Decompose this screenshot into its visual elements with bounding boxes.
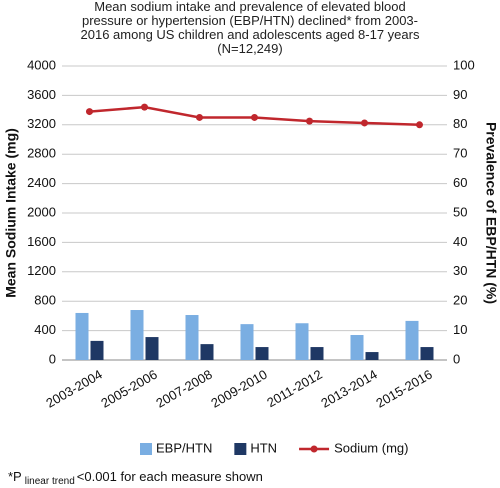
bar <box>365 352 379 360</box>
bar <box>200 344 214 360</box>
y2-tick-label: 90 <box>453 87 467 102</box>
legend-label: Sodium (mg) <box>334 440 408 455</box>
y-tick-label: 2000 <box>27 204 56 219</box>
y2-tick-label: 80 <box>453 116 467 131</box>
legend-marker <box>310 445 318 453</box>
bar <box>130 310 144 360</box>
bar <box>75 312 89 360</box>
x-tick-label: 2011-2012 <box>264 367 325 411</box>
footnote-suffix: <0.001 for each measure shown <box>77 469 263 484</box>
bar <box>185 315 199 360</box>
y2-tick-label: 100 <box>453 57 475 72</box>
y-tick-label: 400 <box>34 322 56 337</box>
x-tick-label: 2015-2016 <box>373 367 434 411</box>
y2-tick-label: 10 <box>453 322 467 337</box>
y2-axis-label: Prevalence of EBP/HTN (%) <box>483 122 499 304</box>
y2-tick-label: 60 <box>453 175 467 190</box>
legend-label: HTN <box>250 440 277 455</box>
y-tick-label: 2800 <box>27 146 56 161</box>
y2-tick-label: 70 <box>453 146 467 161</box>
y2-tick-label: 40 <box>453 234 467 249</box>
chart-title: Mean sodium intake and prevalence of ele… <box>80 0 420 56</box>
y2-tick-label: 30 <box>453 263 467 278</box>
footnote: *P linear trend <0.001 for each measure sh… <box>8 469 263 486</box>
legend-swatch <box>140 443 152 455</box>
legend-item: Sodium (mg) <box>299 440 408 455</box>
bar <box>145 337 159 360</box>
footnote-prefix: *P <box>8 469 22 484</box>
x-tick-label: 2013-2014 <box>318 367 379 411</box>
marker <box>306 117 313 125</box>
y-axis-label: Mean Sodium Intake (mg) <box>3 128 19 298</box>
legend-swatch <box>234 443 247 455</box>
bar <box>295 323 309 360</box>
y2-tick-label: 20 <box>453 293 467 308</box>
marker <box>416 121 423 129</box>
y-tick-label: 1600 <box>27 234 56 249</box>
y-tick-label: 4000 <box>27 57 56 72</box>
y-tick-label: 0 <box>49 351 56 366</box>
x-tick-label: 2003-2004 <box>43 367 104 411</box>
y-tick-label: 800 <box>34 293 56 308</box>
y-tick-label: 1200 <box>27 263 56 278</box>
legend-item: HTN <box>234 440 277 455</box>
bar <box>240 324 254 360</box>
marker <box>86 108 93 116</box>
marker <box>196 113 203 121</box>
marker <box>361 119 368 127</box>
x-tick-label: 2005-2006 <box>98 367 159 411</box>
x-tick-label: 2009-2010 <box>208 367 269 411</box>
y-tick-label: 3200 <box>27 116 56 131</box>
y2-tick-label: 50 <box>453 204 467 219</box>
legend-item: EBP/HTN <box>140 440 212 455</box>
marker <box>141 103 148 111</box>
y2-tick-label: 0 <box>453 351 460 366</box>
bar <box>350 335 364 360</box>
bar <box>310 347 324 360</box>
bar <box>255 347 269 360</box>
y-tick-label: 3600 <box>27 87 56 102</box>
bar <box>90 340 104 360</box>
bar <box>420 347 434 360</box>
x-tick-label: 2007-2008 <box>153 367 214 411</box>
legend-label: EBP/HTN <box>156 440 212 455</box>
y-tick-label: 2400 <box>27 175 56 190</box>
marker <box>251 113 258 121</box>
footnote-subscript: linear trend <box>25 476 75 487</box>
bar <box>405 320 419 360</box>
